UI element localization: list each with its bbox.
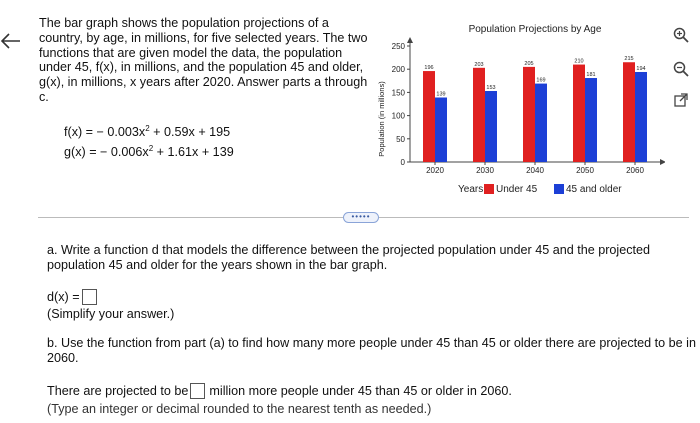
- population-bar-chart: Population Projections by Age Population…: [377, 24, 665, 195]
- x-tick-label: 2020: [426, 166, 444, 175]
- x-tick-label: 2060: [626, 166, 644, 175]
- x-tick-label: 2050: [576, 166, 594, 175]
- simplify-note: (Simplify your answer.): [47, 307, 175, 321]
- bar-value-label: 153: [486, 85, 495, 91]
- part-b-suffix: million more people under 45 than 45 or …: [209, 383, 512, 398]
- x-axis-arrow: [660, 159, 665, 165]
- type-note: (Type an integer or decimal rounded to t…: [47, 402, 432, 416]
- formula-g: g(x) = − 0.006x2 + 1.61x + 139: [64, 144, 234, 160]
- chart-title: Population Projections by Age: [469, 24, 602, 35]
- y-axis-arrow: [407, 37, 413, 43]
- back-arrow-icon[interactable]: [0, 30, 22, 52]
- y-tick-label: 150: [392, 88, 406, 97]
- chart-ylabel: Population (in millions): [377, 81, 386, 157]
- y-tick-label: 50: [396, 135, 405, 144]
- bar-45-and-older: [485, 91, 497, 162]
- part-a-question: a. Write a function d that models the di…: [47, 243, 651, 272]
- section-divider: [379, 217, 689, 218]
- expand-more-button[interactable]: •••••: [343, 212, 379, 223]
- zoom-in-button[interactable]: [670, 24, 692, 46]
- x-tick-label: 2030: [476, 166, 494, 175]
- legend-label: 45 and older: [566, 184, 622, 195]
- bar-under-45: [623, 62, 635, 162]
- y-tick-label: 0: [401, 158, 406, 167]
- bar-value-label: 139: [436, 92, 445, 98]
- bar-under-45: [573, 64, 585, 162]
- d-of-x-label: d(x) =: [47, 289, 80, 304]
- chart-xlabel: Years: [458, 184, 483, 195]
- bar-value-label: 169: [536, 78, 545, 84]
- d-of-x-input[interactable]: [81, 289, 97, 305]
- problem-statement: The bar graph shows the population proje…: [39, 16, 368, 104]
- bar-45-and-older: [535, 83, 547, 162]
- bar-value-label: 205: [524, 61, 533, 67]
- y-tick-label: 200: [392, 65, 406, 74]
- bar-45-and-older: [435, 97, 447, 162]
- legend-label: Under 45: [496, 184, 538, 195]
- part-b-answer-row: There are projected to be million more p…: [47, 383, 512, 399]
- legend-swatch: [554, 184, 564, 194]
- bar-value-label: 203: [474, 62, 483, 68]
- part-b-input[interactable]: [190, 383, 206, 399]
- open-external-button[interactable]: [670, 89, 692, 111]
- bar-value-label: 194: [636, 66, 645, 72]
- bar-value-label: 215: [624, 56, 633, 62]
- bar-value-label: 181: [586, 72, 595, 78]
- bar-under-45: [473, 67, 485, 162]
- legend-swatch: [484, 184, 494, 194]
- bar-45-and-older: [635, 71, 647, 162]
- formula-f: f(x) = − 0.003x2 + 0.59x + 195: [64, 124, 231, 140]
- zoom-out-button[interactable]: [670, 58, 692, 80]
- bar-under-45: [423, 71, 435, 162]
- part-b-prefix: There are projected to be: [47, 383, 189, 398]
- y-tick-label: 100: [392, 112, 406, 121]
- zoom-in-icon: [673, 27, 689, 43]
- part-b-question: b. Use the function from part (a) to fin…: [47, 336, 696, 365]
- x-tick-label: 2040: [526, 166, 544, 175]
- part-a-answer-row: d(x) =: [47, 289, 97, 305]
- bar-under-45: [523, 66, 535, 162]
- external-link-icon: [674, 93, 688, 107]
- bar-45-and-older: [585, 78, 597, 162]
- section-divider: [38, 217, 343, 218]
- zoom-out-icon: [673, 61, 689, 77]
- bar-value-label: 210: [574, 59, 583, 65]
- y-tick-label: 250: [392, 42, 406, 51]
- bar-value-label: 196: [424, 65, 433, 71]
